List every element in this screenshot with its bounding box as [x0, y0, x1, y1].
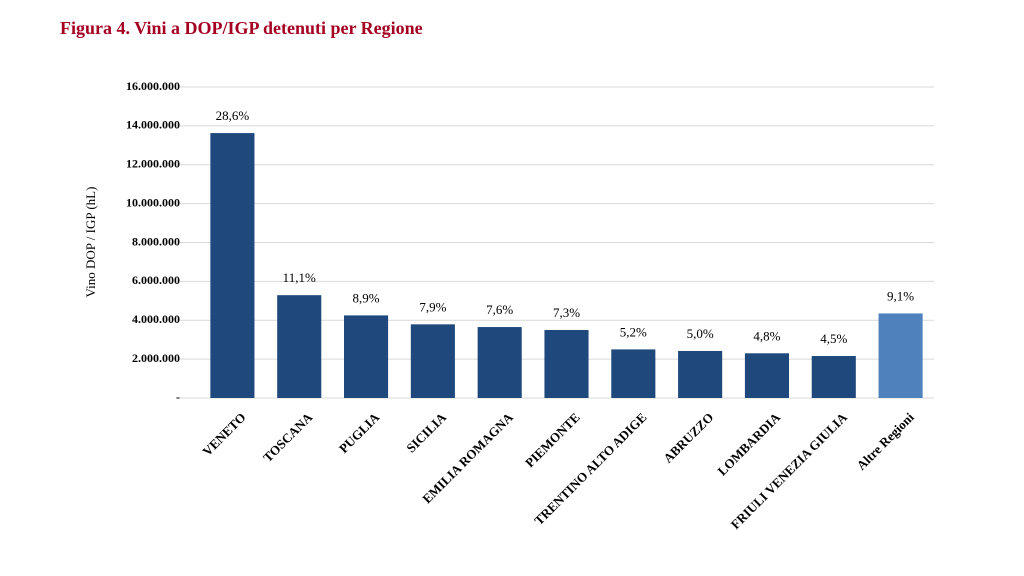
bar [811, 356, 856, 398]
x-tick-label: LOMBARDIA [714, 409, 783, 478]
data-label: 5,0% [687, 326, 714, 341]
x-tick-label: ABRUZZO [660, 410, 716, 466]
x-tick-label: VENETO [199, 410, 248, 459]
y-tick-label: - [176, 390, 180, 404]
x-tick-label: TOSCANA [260, 409, 316, 465]
bar [477, 327, 522, 398]
bar [343, 315, 389, 398]
bar [611, 349, 656, 398]
data-label: 4,8% [753, 328, 780, 343]
y-tick-label: 8.000.000 [132, 234, 180, 248]
bar [744, 353, 790, 398]
chart-title: Figura 4. Vini a DOP/IGP detenuti per Re… [60, 18, 423, 38]
bar [878, 313, 923, 398]
data-label: 9,1% [887, 288, 914, 303]
data-label: 4,5% [820, 331, 847, 346]
x-tick-label: SICILIA [403, 409, 449, 455]
x-tick-label: PIEMONTE [522, 410, 583, 471]
y-tick-label: 16.000.000 [126, 79, 180, 93]
bar [277, 295, 322, 398]
bar [410, 324, 455, 398]
data-label: 11,1% [283, 270, 316, 285]
bar [678, 350, 723, 398]
x-tick-label: TRENTINO ALTO ADIGE [531, 410, 649, 528]
data-label: 7,9% [419, 299, 446, 314]
data-label: 28,6% [216, 108, 250, 123]
y-tick-label: 14.000.000 [126, 118, 180, 132]
data-label: 5,2% [620, 324, 647, 339]
data-label: 7,6% [486, 302, 513, 317]
data-label: 7,3% [553, 305, 580, 320]
data-label: 8,9% [352, 290, 379, 305]
x-tick-label: PUGLIA [336, 409, 383, 456]
y-tick-label: 10.000.000 [126, 195, 180, 209]
y-tick-label: 6.000.000 [132, 273, 180, 287]
x-tick-label: FRIULI VENEZIA GIULIA [728, 409, 851, 532]
y-tick-label: 12.000.000 [126, 157, 180, 171]
bar [544, 329, 589, 398]
y-tick-label: 2.000.000 [132, 351, 180, 365]
bar [210, 133, 255, 398]
y-axis-label: Vino DOP / IGP (hL) [83, 187, 98, 298]
y-tick-label: 4.000.000 [132, 312, 180, 326]
x-tick-label: Altre Regioni [854, 409, 918, 473]
